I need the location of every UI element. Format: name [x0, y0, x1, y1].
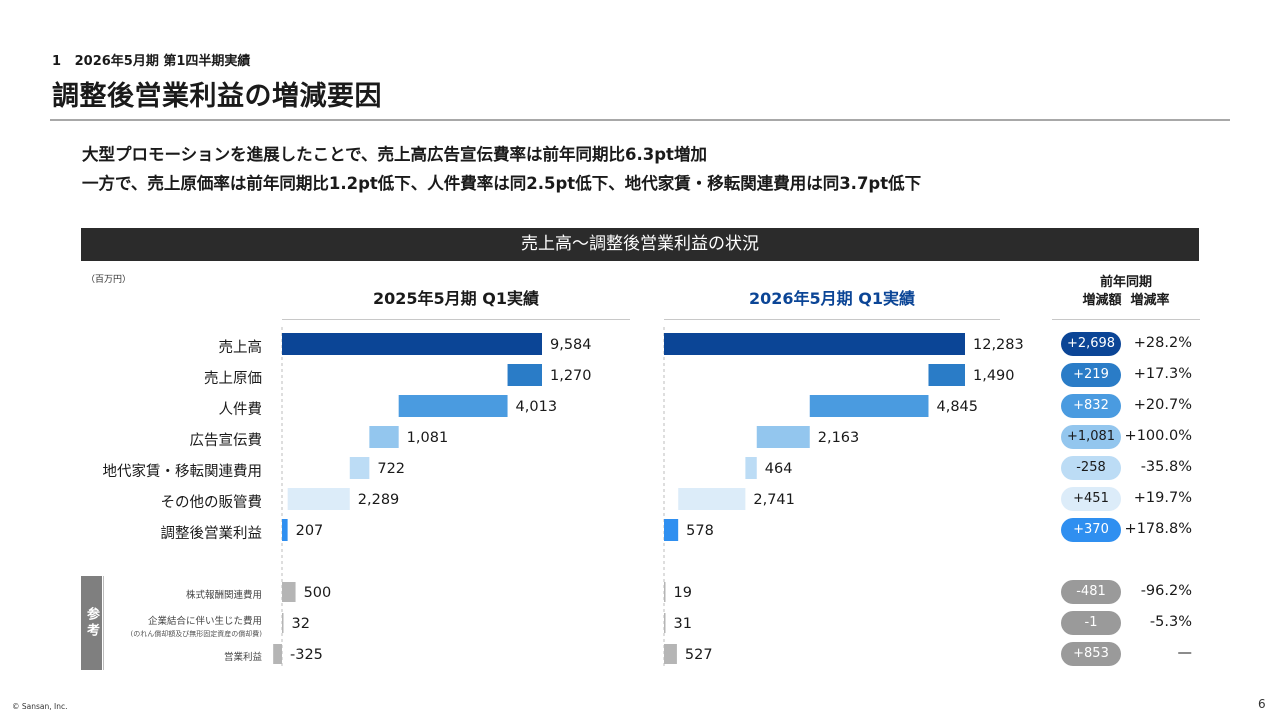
title-divider	[50, 119, 1230, 121]
bar-s1-1	[928, 364, 965, 386]
section-number: 1	[52, 54, 62, 69]
yoy-row-1-change-rate: +17.3%	[1133, 366, 1192, 382]
yoy-row-3-change-pill: +1,081	[1061, 425, 1121, 449]
ref-value-label-s0-2: -325	[290, 647, 323, 663]
ref-bar-s0-1	[282, 613, 284, 633]
ref-bar-s0-0	[282, 582, 296, 602]
ref-bar-s1-0	[664, 582, 666, 602]
bar-s0-2	[398, 395, 508, 417]
value-label-s0-0: 9,584	[550, 337, 592, 353]
value-label-s1-2: 4,845	[936, 399, 978, 415]
series-header-2026: 2026年5月期 Q1実績	[749, 289, 915, 308]
ref-value-label-s1-1: 31	[674, 616, 692, 632]
row-label-business-combination: 企業結合に伴い生じた費用 (のれん償却額及び無形固定資産の償却費)	[90, 613, 262, 639]
reference-label: 参考	[81, 576, 102, 670]
bar-s1-5	[678, 488, 746, 510]
yoy-header: 前年同期 増減額 増減率	[1052, 274, 1200, 310]
bar-s0-1	[507, 364, 542, 386]
row-label-op-income: 営業利益	[223, 652, 262, 663]
value-label-s1-4: 464	[765, 461, 793, 477]
yoy-row-6-change-rate: +178.8%	[1124, 521, 1192, 537]
bar-s0-6	[282, 519, 288, 541]
row-label-stock-comp: 株式報酬関連費用	[185, 590, 262, 601]
yoy-row-3-change-rate: +100.0%	[1124, 428, 1192, 444]
row-label-cogs: 売上原価	[204, 371, 262, 387]
value-label-s1-6: 578	[686, 523, 714, 539]
yoy-row-5-change-pill: +451	[1061, 487, 1121, 511]
bar-s1-0	[664, 333, 965, 355]
bar-s1-6	[664, 519, 679, 541]
row-label-sales: 売上高	[218, 340, 263, 356]
header-rule-yoy	[1052, 319, 1200, 320]
yoy-header-line-2: 増減額 増減率	[1082, 293, 1170, 308]
yoy-row-2-change-pill: +832	[1061, 394, 1121, 418]
row-label-business-combination-text: 企業結合に伴い生じた費用	[147, 616, 262, 627]
bar-s0-0	[282, 333, 542, 355]
ref-bar-s1-2	[664, 644, 677, 664]
chart-banner: 売上高〜調整後営業利益の状況	[81, 228, 1199, 261]
lead-line-1: 大型プロモーションを進展したことで、売上高広告宣伝費率は前年同期比6.3pt増加	[82, 145, 707, 164]
row-label-other-sga: その他の販管費	[160, 495, 263, 511]
value-label-s1-5: 2,741	[753, 492, 795, 508]
page-title: 調整後営業利益の増減要因	[52, 81, 382, 112]
ref-bar-s1-1	[664, 613, 666, 633]
lead-line-2: 一方で、売上原価率は前年同期比1.2pt低下、人件費率は同2.5pt低下、地代家…	[82, 174, 922, 193]
yoy-row-4-change-pill: -258	[1061, 456, 1121, 480]
row-label-business-combination-note: (のれん償却額及び無形固定資産の償却費)	[130, 630, 262, 638]
reference-divider	[103, 576, 104, 670]
series-header-2025: 2025年5月期 Q1実績	[373, 289, 539, 308]
value-label-s0-6: 207	[296, 523, 324, 539]
yoy-row-2-change-rate: +20.7%	[1133, 397, 1192, 413]
yoy-row-0-change-rate: +28.2%	[1133, 335, 1192, 351]
header-rule-2026	[664, 319, 1000, 320]
value-label-s0-3: 1,081	[407, 430, 449, 446]
bar-s1-3	[756, 426, 810, 448]
page-number: 6	[1258, 697, 1266, 711]
ref-value-label-s0-0: 500	[304, 585, 332, 601]
header-rule-2025	[282, 319, 630, 320]
yoy-ref-row-0-change-rate: -96.2%	[1140, 583, 1192, 599]
yoy-ref-row-1-change-pill: -1	[1061, 611, 1121, 635]
value-label-s0-5: 2,289	[358, 492, 400, 508]
section-title: 2026年5月期 第1四半期実績	[74, 54, 251, 69]
value-label-s1-1: 1,490	[973, 368, 1015, 384]
row-label-advertising: 広告宣伝費	[189, 433, 263, 449]
value-label-s1-0: 12,283	[973, 337, 1024, 353]
yoy-ref-row-2-change-pill: +853	[1061, 642, 1121, 666]
row-label-personnel: 人件費	[218, 402, 263, 418]
bar-s1-2	[809, 395, 929, 417]
unit-label: （百万円）	[86, 275, 132, 285]
value-label-s0-1: 1,270	[550, 368, 592, 384]
yoy-row-1-change-pill: +219	[1061, 363, 1121, 387]
bar-s0-5	[287, 488, 350, 510]
copyright: © Sansan, Inc.	[12, 702, 68, 711]
section-subtitle: 1 2026年5月期 第1四半期実績	[52, 50, 250, 69]
yoy-row-6-change-pill: +370	[1061, 518, 1121, 542]
row-label-rent: 地代家賃・移転関連費用	[102, 464, 263, 480]
value-label-s1-3: 2,163	[818, 430, 860, 446]
ref-value-label-s1-2: 527	[685, 647, 713, 663]
yoy-ref-row-0-change-pill: -481	[1061, 580, 1121, 604]
bar-s0-4	[349, 457, 370, 479]
value-label-s0-2: 4,013	[516, 399, 558, 415]
bar-s1-4	[745, 457, 757, 479]
ref-value-label-s0-1: 32	[292, 616, 310, 632]
bar-s0-3	[369, 426, 399, 448]
ref-bar-s0-2	[273, 644, 282, 664]
yoy-row-5-change-rate: +19.7%	[1133, 490, 1192, 506]
ref-value-label-s1-0: 19	[674, 585, 692, 601]
yoy-row-0-change-pill: +2,698	[1061, 332, 1121, 356]
value-label-s0-4: 722	[377, 461, 405, 477]
yoy-row-4-change-rate: -35.8%	[1140, 459, 1192, 475]
yoy-ref-row-2-change-rate: —	[1177, 645, 1193, 661]
row-label-adj-op: 調整後営業利益	[160, 526, 263, 542]
yoy-header-line-1: 前年同期	[1099, 275, 1152, 290]
yoy-ref-row-1-change-rate: -5.3%	[1149, 614, 1192, 630]
